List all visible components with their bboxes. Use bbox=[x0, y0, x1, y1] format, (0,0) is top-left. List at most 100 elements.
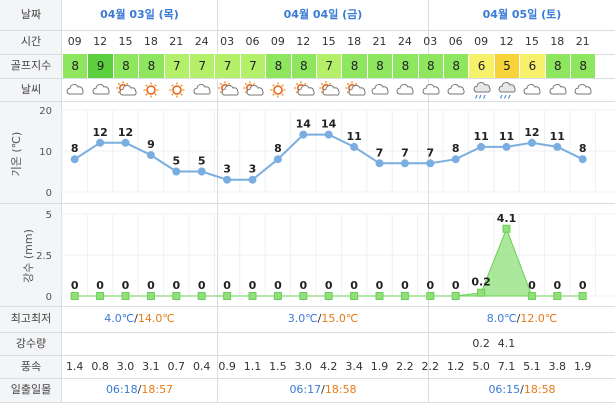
temperature-point bbox=[502, 142, 511, 151]
precipitation-value-label: 0.2 bbox=[471, 276, 491, 289]
temperature-value-label: 12 bbox=[524, 126, 539, 139]
divider bbox=[0, 306, 615, 307]
divider bbox=[0, 101, 615, 102]
temp-ytick-label: 20 bbox=[39, 106, 52, 117]
precipitation-chart: 강수 (mm) 0 2.5 5 0 0 0 0 0 0 0 0 0 0 0 0 0 0 0 0 0.2 4.1 0 0 0 bbox=[22, 210, 615, 303]
rain-amount-cell bbox=[189, 332, 214, 355]
precipitation-point bbox=[273, 292, 282, 300]
temperature-point bbox=[96, 138, 105, 147]
partly-cloudy-icon bbox=[241, 79, 265, 101]
hour-cell: 15 bbox=[524, 35, 539, 48]
hour-cell: 06 bbox=[448, 35, 463, 48]
precipitation-value-label: 0 bbox=[579, 279, 587, 292]
precipitation-point bbox=[400, 292, 409, 300]
partly-cloudy-icon bbox=[215, 79, 239, 101]
day-divider bbox=[217, 0, 218, 403]
wind-speed-cell: 1.1 bbox=[243, 360, 262, 373]
sun-icon bbox=[266, 79, 290, 101]
precipitation-point bbox=[96, 292, 105, 300]
rain-amount-cell bbox=[113, 332, 138, 355]
divider bbox=[0, 332, 615, 333]
wind-speed-cell: 0.4 bbox=[192, 360, 211, 373]
temperature-value-label: 12 bbox=[118, 126, 133, 139]
precipitation-value-label: 0 bbox=[198, 279, 206, 292]
wind-speed-cell: 1.4 bbox=[65, 360, 84, 373]
hour-cell: 03 bbox=[423, 35, 438, 48]
wind-speed-cell: 4.2 bbox=[319, 360, 338, 373]
golf-index-cell: 7 bbox=[164, 54, 189, 78]
temperature-value-label: 14 bbox=[296, 118, 312, 131]
wind-speed-cell: 3.4 bbox=[345, 360, 363, 373]
rain-amount-cell bbox=[87, 332, 112, 355]
precipitation-point bbox=[426, 292, 435, 300]
golf-index-cell: 9 bbox=[88, 54, 113, 78]
temperature-point bbox=[426, 159, 435, 168]
temperature-point bbox=[70, 155, 79, 164]
temperature-value-label: 12 bbox=[92, 126, 107, 139]
rain-amount-cell bbox=[443, 332, 468, 355]
hour-cell: 03 bbox=[220, 35, 235, 48]
precipitation-value-label: 0 bbox=[350, 279, 358, 292]
golf-index-cell: 8 bbox=[342, 54, 367, 78]
precipitation-value-label: 0 bbox=[96, 279, 104, 292]
golf-index-cell: 7 bbox=[240, 54, 266, 78]
golf-index-cell: 8 bbox=[63, 54, 88, 78]
hour-cell: 21 bbox=[169, 35, 184, 48]
max-temp: 15.0℃ bbox=[321, 312, 359, 325]
temperature-point bbox=[477, 142, 486, 151]
precipitation-value-label: 0 bbox=[528, 279, 536, 292]
precipitation-point bbox=[578, 292, 587, 300]
precipitation-area bbox=[74, 227, 583, 297]
precipitation-point bbox=[477, 288, 486, 297]
min-temp: 3.0℃ bbox=[287, 312, 318, 325]
golf-index-cell: 8 bbox=[571, 54, 596, 78]
temperature-point bbox=[451, 155, 460, 164]
date-header: 04월 03일 (목) bbox=[100, 8, 179, 21]
hour-cell: 09 bbox=[67, 35, 82, 48]
divider bbox=[0, 30, 615, 31]
precipitation-point bbox=[299, 292, 308, 300]
precipitation-value-label: 0 bbox=[299, 279, 307, 292]
golf-index-cell: 8 bbox=[393, 54, 418, 78]
precipitation-value-label: 0 bbox=[274, 279, 282, 292]
temperature-value-label: 11 bbox=[346, 130, 361, 143]
rain-amount-cell bbox=[291, 332, 316, 355]
rain-ytick-label: 2.5 bbox=[36, 251, 52, 262]
temperature-value-label: 14 bbox=[321, 118, 337, 131]
weather-label: 날씨 bbox=[20, 83, 42, 96]
hour-cell: 15 bbox=[118, 35, 133, 48]
day-divider bbox=[428, 0, 429, 403]
cloudy-icon bbox=[520, 79, 544, 101]
temperature-point bbox=[248, 175, 257, 184]
rain-amount-cell bbox=[62, 332, 87, 355]
partly-cloudy-icon bbox=[114, 79, 138, 101]
temp-ytick-label: 0 bbox=[46, 188, 52, 199]
sunrise-time: 06:17 bbox=[289, 383, 322, 396]
wind-speed-cell: 0.8 bbox=[91, 360, 109, 373]
cloudy-icon bbox=[190, 79, 214, 101]
cloudy-icon bbox=[63, 79, 87, 101]
rain-amount-cell bbox=[138, 332, 163, 355]
golf-index-cell: 8 bbox=[418, 54, 443, 78]
rain-amount-cell bbox=[367, 332, 392, 355]
precipitation-value-label: 0 bbox=[249, 279, 257, 292]
min-temp: 4.0℃ bbox=[104, 312, 135, 325]
minmax-separator: / bbox=[134, 312, 138, 325]
date-label: 날짜 bbox=[20, 8, 42, 21]
temperature-point bbox=[324, 130, 333, 139]
temperature-value-label: 5 bbox=[198, 155, 206, 168]
golf-index-cell: 8 bbox=[545, 54, 570, 78]
precipitation-point bbox=[350, 292, 359, 300]
temperature-value-label: 7 bbox=[376, 146, 384, 159]
divider bbox=[0, 203, 615, 204]
wind-speed-cell: 1.2 bbox=[446, 360, 465, 373]
precipitation-point bbox=[324, 292, 333, 300]
partly-cloudy-icon bbox=[317, 79, 341, 101]
golf-index-cell: 8 bbox=[139, 54, 164, 78]
wind-speed-cell: 0.7 bbox=[167, 360, 186, 373]
rain-icon bbox=[495, 79, 519, 101]
precipitation-value-label: 0 bbox=[426, 279, 434, 292]
precipitation-point bbox=[197, 292, 206, 300]
temperature-point bbox=[375, 159, 384, 168]
wind-speed-cell: 7.1 bbox=[497, 360, 516, 373]
